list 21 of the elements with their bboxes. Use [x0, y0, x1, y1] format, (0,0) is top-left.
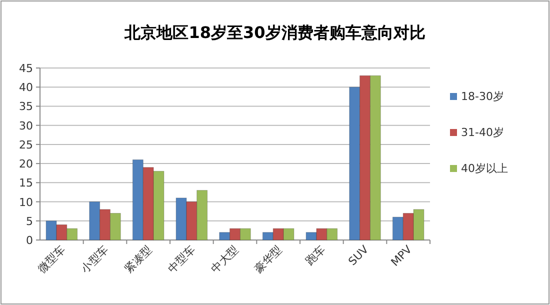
x-tick-label: 豪华型	[252, 242, 284, 276]
x-tick-label: 紧凑型	[122, 242, 154, 276]
legend-label: 40岁以上	[461, 162, 508, 175]
y-tick-label: 30	[19, 119, 33, 132]
x-tick-label: 微型车	[35, 242, 68, 276]
y-tick-label: 5	[26, 214, 33, 228]
chart-title: 北京地区18岁至30岁消费者购车意向对比	[124, 23, 426, 42]
y-tick-label: 25	[19, 138, 33, 152]
y-tick-label: 15	[19, 176, 33, 190]
x-tick-label: 小型车	[78, 242, 112, 276]
y-tick-label: 10	[19, 196, 33, 209]
x-tick-label: 跑车	[303, 242, 328, 268]
legend-label: 18-30岁	[461, 90, 504, 103]
x-tick-label: 中型车	[165, 242, 198, 276]
y-tick-label: 35	[19, 100, 33, 114]
x-tick-label: 中大型	[208, 242, 242, 276]
y-tick-label: 20	[19, 158, 33, 171]
y-tick-label: 40	[19, 81, 33, 94]
y-tick-label: 0	[26, 234, 33, 247]
y-tick-label: 45	[19, 62, 33, 75]
legend-label: 31-40岁	[461, 126, 504, 139]
